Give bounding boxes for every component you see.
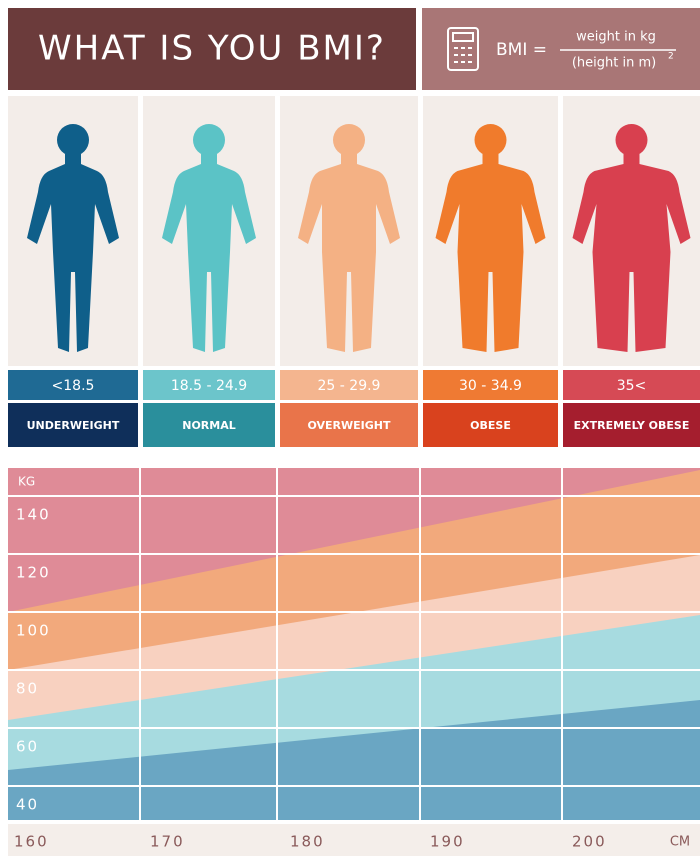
- figure-head: [193, 124, 225, 156]
- title: WHAT IS YOU BMI?: [38, 29, 386, 69]
- figure-head: [475, 124, 507, 156]
- formula-exponent: 2: [668, 52, 674, 62]
- bmi-chart: KG: [8, 468, 700, 820]
- figure-head: [333, 124, 365, 156]
- x-label: 170: [150, 833, 185, 851]
- range-label: 18.5 - 24.9: [171, 378, 247, 394]
- x-label: 160: [14, 833, 49, 851]
- range-label: 25 - 29.9: [318, 378, 381, 394]
- y-label: 60: [16, 738, 39, 756]
- category-label: NORMAL: [182, 419, 236, 432]
- y-label: 140: [16, 506, 51, 524]
- category-label: UNDERWEIGHT: [27, 419, 120, 432]
- y-unit: KG: [18, 475, 35, 489]
- x-label: 200: [572, 833, 607, 851]
- category-label: OVERWEIGHT: [307, 419, 391, 432]
- range-label: 35<: [617, 378, 647, 394]
- formula-numerator: weight in kg: [576, 30, 656, 45]
- category-label: EXTREMELY OBESE: [574, 419, 690, 432]
- x-label: 180: [290, 833, 325, 851]
- formula-lhs: BMI =: [496, 40, 547, 60]
- x-label: 190: [430, 833, 465, 851]
- formula-denominator: (height in m): [572, 56, 656, 71]
- range-label: <18.5: [52, 378, 95, 394]
- range-label: 30 - 34.9: [459, 378, 522, 394]
- y-label: 40: [16, 796, 39, 814]
- x-unit: CM: [670, 835, 690, 850]
- figure-head: [57, 124, 89, 156]
- figure-head: [616, 124, 648, 156]
- y-label: 80: [16, 680, 39, 698]
- y-label: 120: [16, 564, 51, 582]
- figures: <18.5 UNDERWEIGHT 18.5 - 24.9 NORMAL 25 - 29…: [8, 96, 700, 447]
- category-label: OBESE: [470, 419, 511, 432]
- infographic: WHAT IS YOU BMI? BMI = weight in kg (hei…: [0, 0, 700, 856]
- y-label: 100: [16, 622, 51, 640]
